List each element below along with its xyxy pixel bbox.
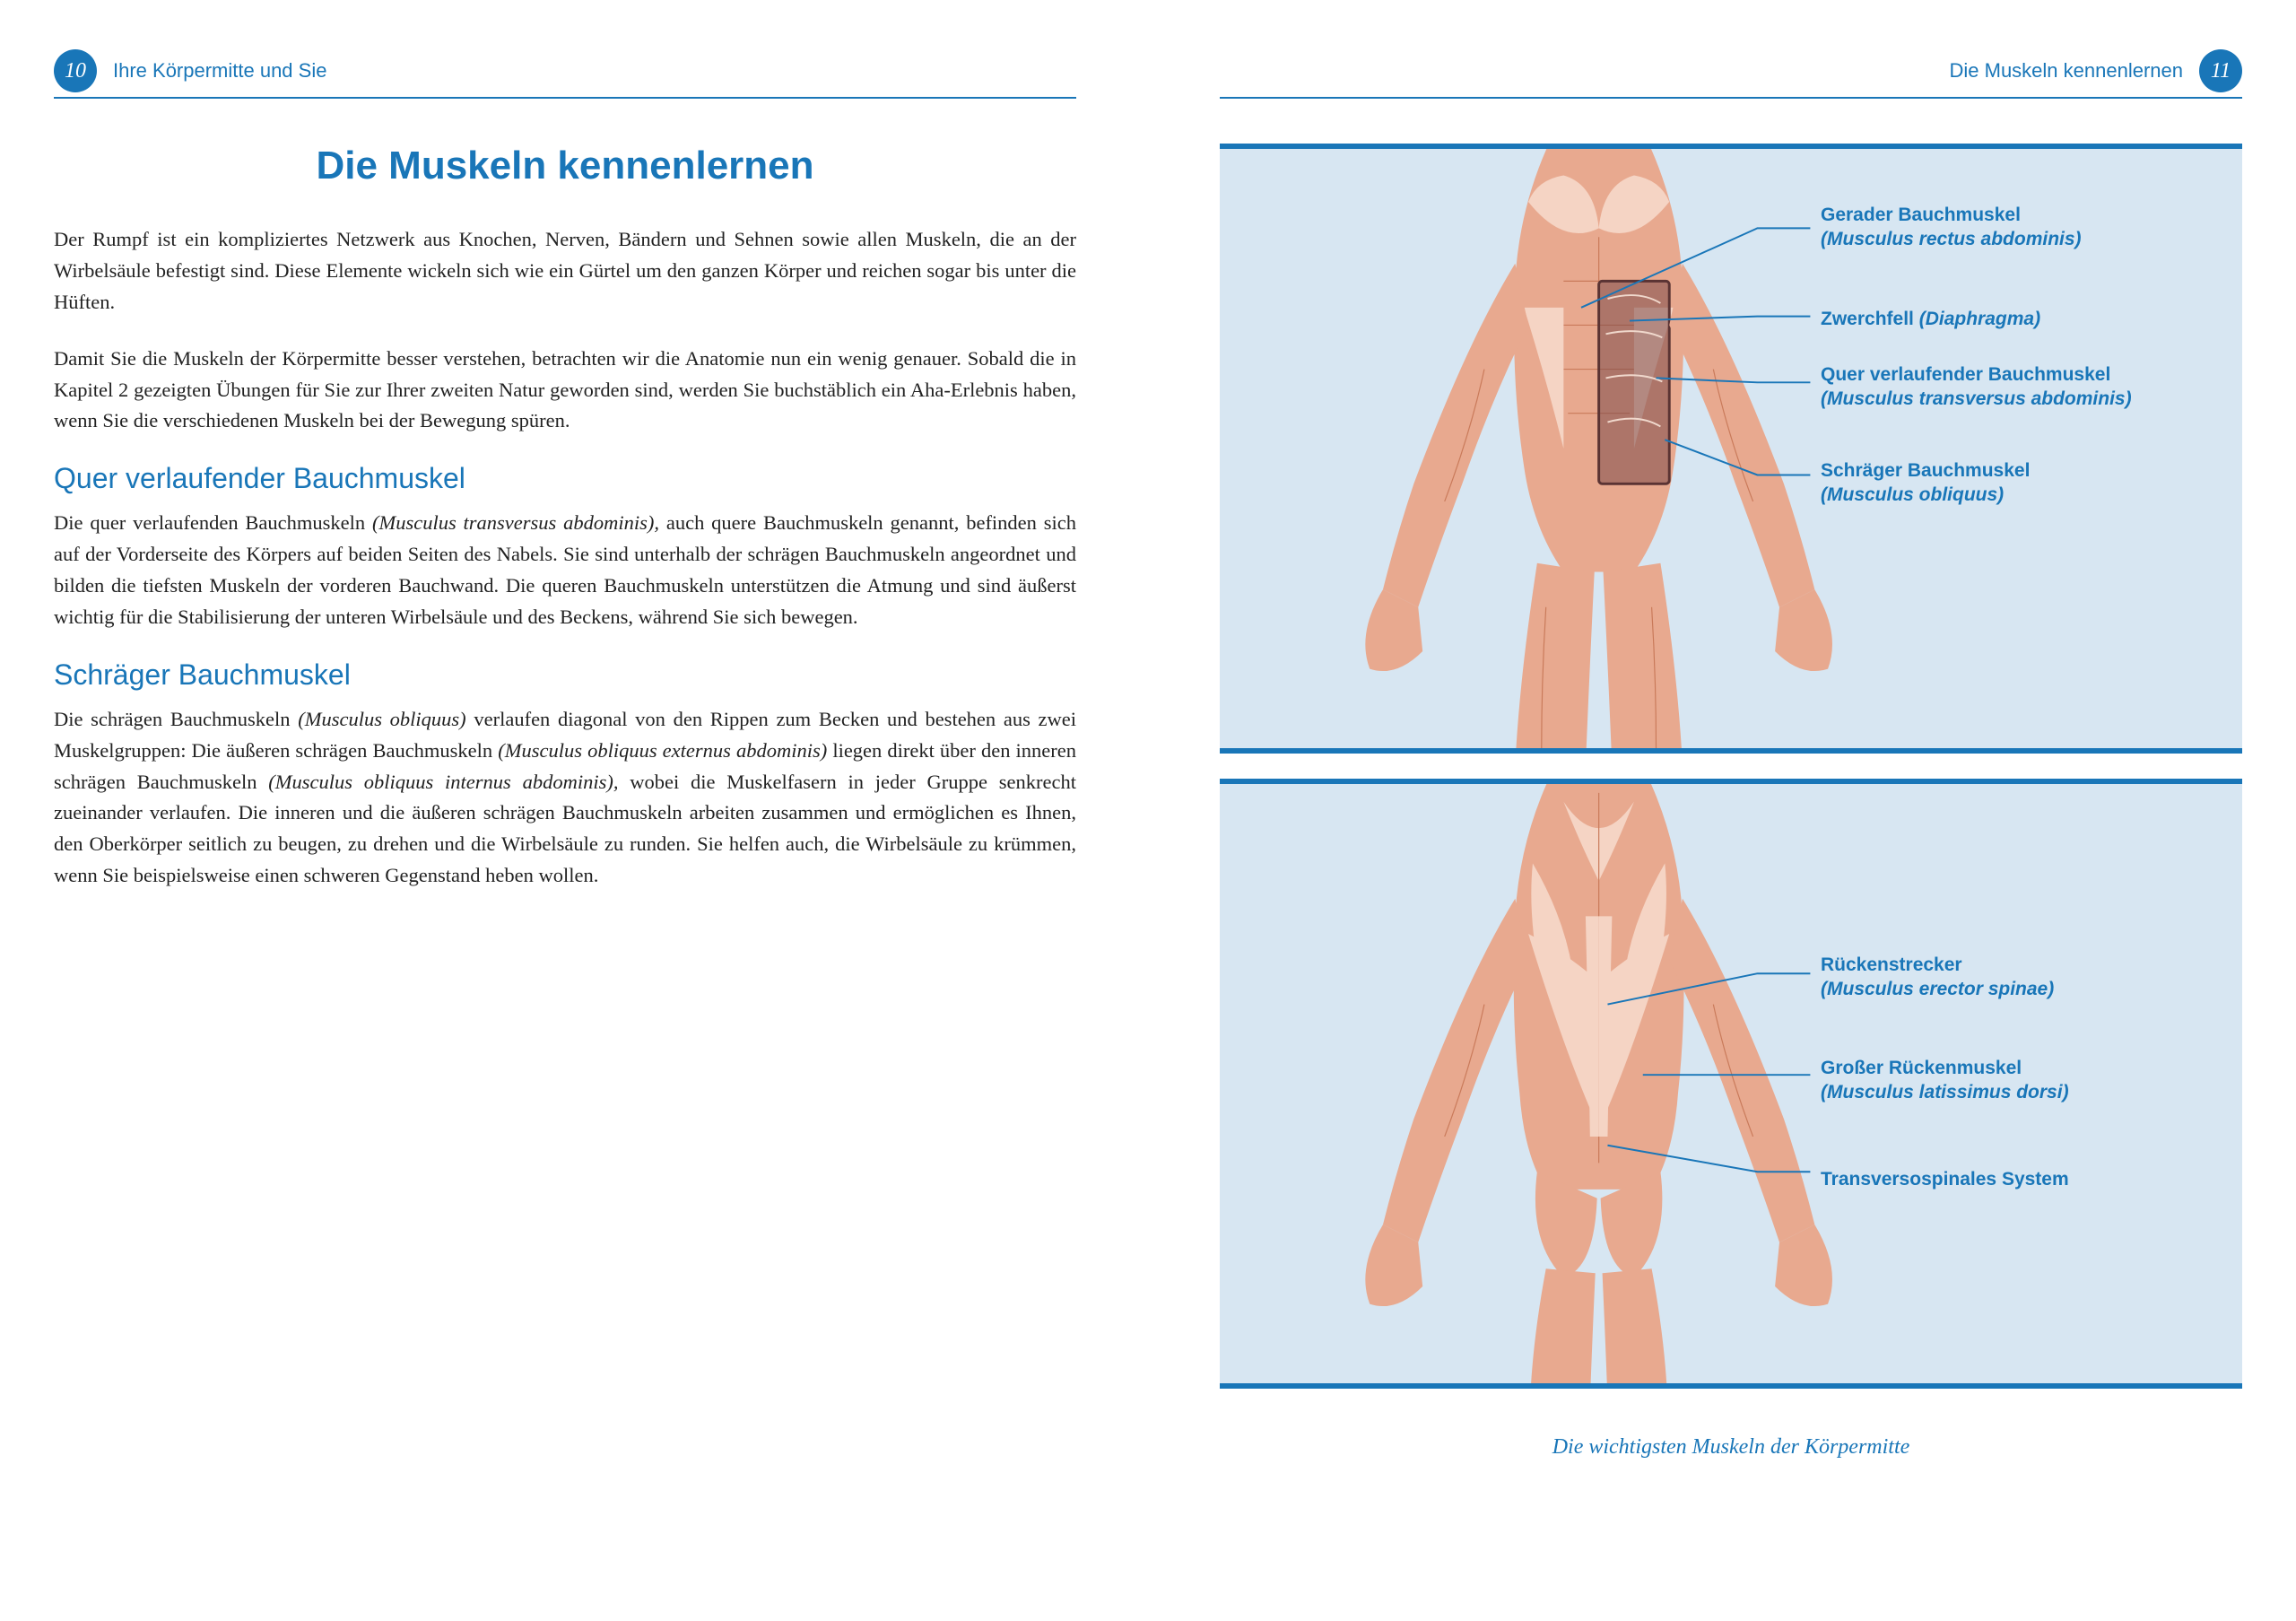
label-text: Rückenstrecker xyxy=(1821,954,1962,975)
latin: (Musculus transversus abdominis), xyxy=(372,511,659,534)
left-header: 10 Ihre Körpermitte und Sie xyxy=(54,45,1076,99)
right-running-head: Die Muskeln kennenlernen xyxy=(1950,59,2184,83)
label-text: Transversospinales System xyxy=(1821,1169,2069,1190)
label-latin: (Musculus obliquus) xyxy=(1821,483,2030,507)
text: Die schrägen Bauchmuskeln xyxy=(54,708,298,730)
anatomy-back-panel: Rückenstrecker (Musculus erector spinae)… xyxy=(1220,779,2242,1389)
page-spread: 10 Ihre Körpermitte und Sie Die Muskeln … xyxy=(0,0,2296,1621)
label-text: Quer verlaufender Bauchmuskel xyxy=(1821,364,2110,385)
left-page: 10 Ihre Körpermitte und Sie Die Muskeln … xyxy=(0,0,1148,1621)
label-obliquus: Schräger Bauchmuskel (Musculus obliquus) xyxy=(1821,458,2030,508)
anatomy-back-svg xyxy=(1220,784,2242,1383)
label-latissimus: Großer Rückenmuskel (Musculus latissimus… xyxy=(1821,1056,2069,1105)
label-transversospinal: Transversospinales System xyxy=(1821,1167,2069,1191)
main-title: Die Muskeln kennenlernen xyxy=(54,144,1076,188)
left-page-number: 10 xyxy=(54,49,97,92)
intro-para-1: Der Rumpf ist ein kompliziertes Netzwerk… xyxy=(54,224,1076,318)
right-page: Die Muskeln kennenlernen 11 xyxy=(1148,0,2296,1621)
para-transversus: Die quer verlaufenden Bauchmuskeln (Musc… xyxy=(54,508,1076,633)
figure-column: Gerader Bauchmuskel (Musculus rectus abd… xyxy=(1220,144,2242,1460)
label-text: Großer Rückenmuskel xyxy=(1821,1058,2022,1078)
latin: (Musculus obliquus internus abdominis), xyxy=(268,771,618,793)
subhead-obliquus: Schräger Bauchmuskel xyxy=(54,658,1076,692)
label-erector: Rückenstrecker (Musculus erector spinae) xyxy=(1821,953,2054,1002)
label-diaphragm: Zwerchfell (Diaphragma) xyxy=(1821,307,2040,331)
intro-para-2: Damit Sie die Muskeln der Körpermitte be… xyxy=(54,344,1076,438)
label-latin: (Diaphragma) xyxy=(1914,309,2040,329)
anatomy-front-svg xyxy=(1220,149,2242,748)
label-rectus: Gerader Bauchmuskel (Musculus rectus abd… xyxy=(1821,203,2082,252)
label-latin: (Musculus latissimus dorsi) xyxy=(1821,1080,2069,1104)
label-text: Zwerchfell xyxy=(1821,309,1914,329)
label-transversus: Quer verlaufender Bauchmuskel (Musculus … xyxy=(1821,362,2132,412)
para-obliquus: Die schrägen Bauchmuskeln (Musculus obli… xyxy=(54,704,1076,892)
text: Die quer verlaufenden Bauchmuskeln xyxy=(54,511,372,534)
right-header: Die Muskeln kennenlernen 11 xyxy=(1220,45,2242,99)
left-running-head: Ihre Körpermitte und Sie xyxy=(113,59,326,83)
latin: (Musculus obliquus) xyxy=(298,708,465,730)
right-page-number: 11 xyxy=(2199,49,2242,92)
label-text: Schräger Bauchmuskel xyxy=(1821,460,2030,481)
label-latin: (Musculus erector spinae) xyxy=(1821,977,2054,1001)
figure-caption: Die wichtigsten Muskeln der Körpermitte xyxy=(1220,1435,2242,1460)
label-text: Gerader Bauchmuskel xyxy=(1821,205,2021,225)
subhead-transversus: Quer verlaufender Bauchmuskel xyxy=(54,462,1076,495)
latin: (Musculus obliquus externus abdominis) xyxy=(498,739,827,762)
anatomy-front-panel: Gerader Bauchmuskel (Musculus rectus abd… xyxy=(1220,144,2242,754)
label-latin: (Musculus transversus abdominis) xyxy=(1821,387,2132,411)
label-latin: (Musculus rectus abdominis) xyxy=(1821,227,2082,251)
